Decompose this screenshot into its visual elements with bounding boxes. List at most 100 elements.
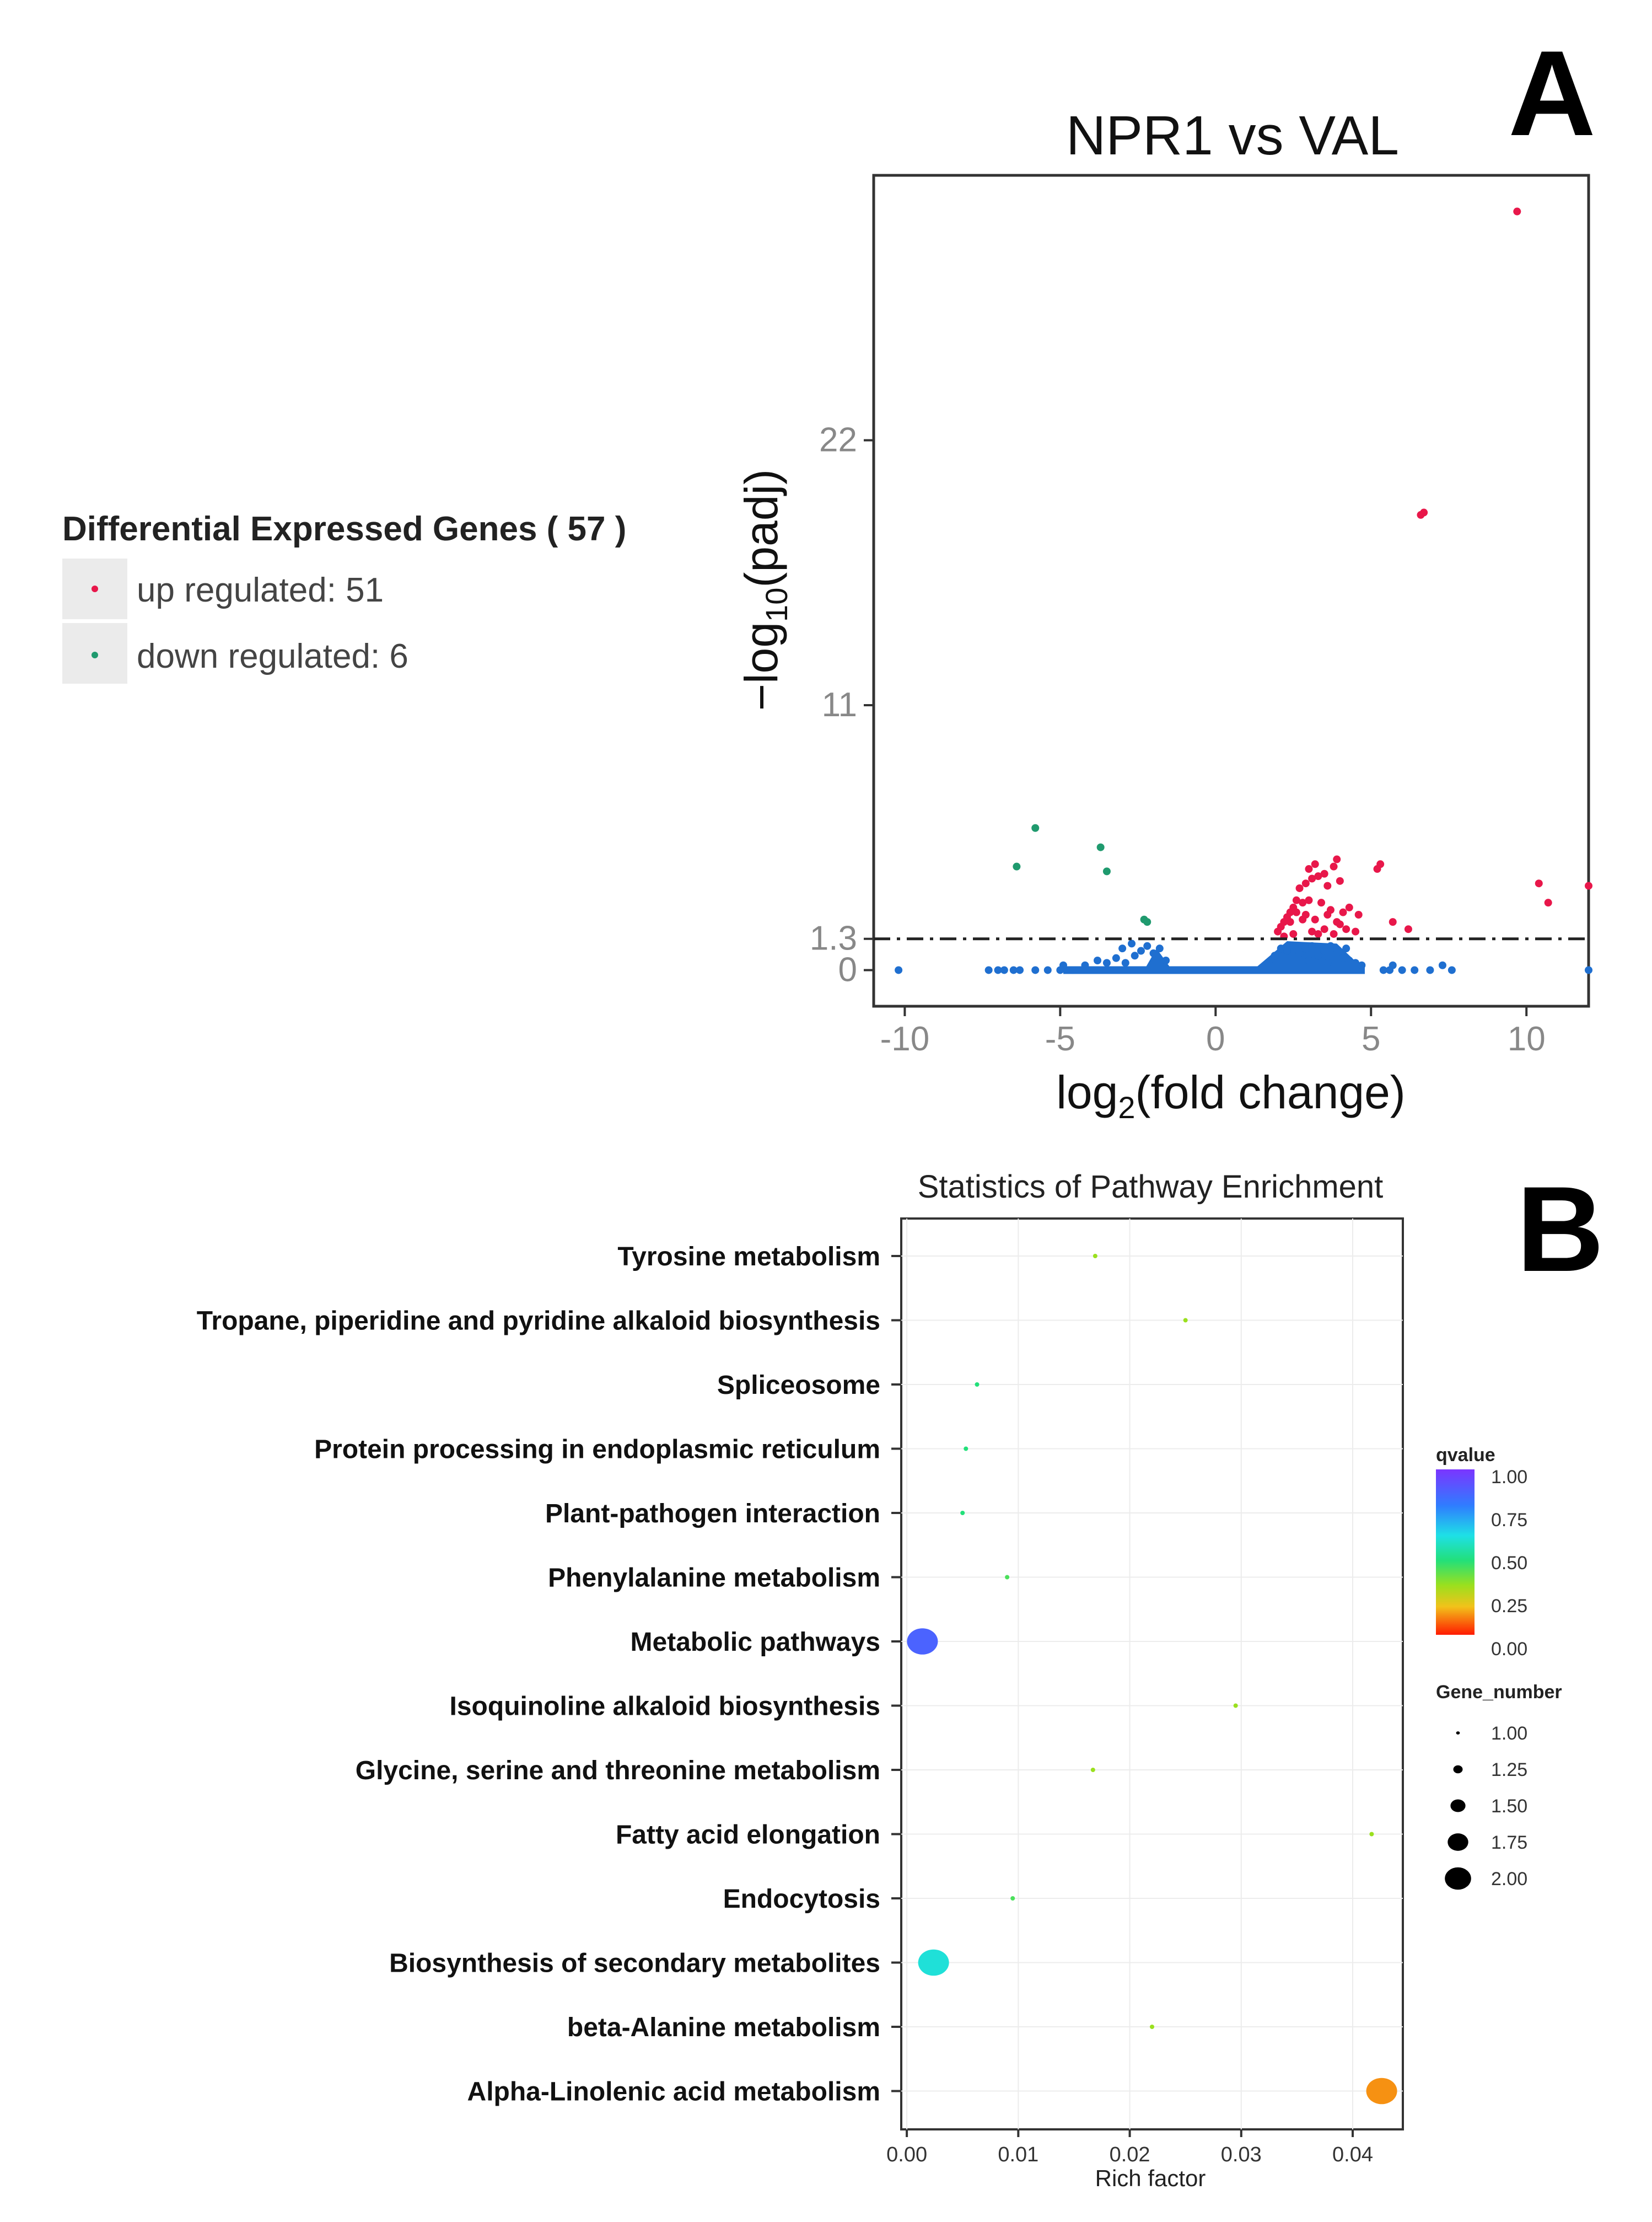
legend-dot-down: [92, 652, 98, 658]
enrichment-grid: [901, 1219, 1403, 2129]
volcano-point-not-significant: [1059, 961, 1067, 969]
volcano-point-up-regulated: [1320, 925, 1328, 933]
volcano-point-up-regulated: [1305, 865, 1313, 873]
volcano-point-up-regulated: [1323, 882, 1332, 890]
volcano-point-not-significant: [1068, 966, 1077, 974]
volcano-point-not-significant: [1386, 966, 1394, 974]
volcano-point-up-regulated: [1299, 899, 1307, 907]
volcano-point-up-regulated: [1308, 874, 1316, 883]
volcano-point-up-regulated: [1295, 884, 1304, 892]
volcano-point-not-significant: [1426, 966, 1434, 974]
enrichment-point: [1183, 1318, 1188, 1323]
threshold-label: 1.3: [810, 920, 857, 958]
volcano-point-not-significant: [1301, 944, 1310, 953]
volcano-point-down-regulated: [1013, 862, 1021, 871]
volcano-point-down-regulated: [1102, 867, 1111, 876]
volcano-ylabel: −log10(padj): [735, 469, 794, 711]
gene-number-label: 1.50: [1491, 1796, 1527, 1817]
volcano-point-up-regulated: [1317, 899, 1326, 907]
volcano-point-not-significant: [1128, 940, 1136, 948]
enrichment-point: [975, 1382, 980, 1387]
enrichment-point: [1366, 2078, 1397, 2105]
volcano-point-not-significant: [1585, 966, 1592, 974]
legend-label-up: up regulated: 51: [137, 571, 384, 609]
qvalue-legend-title: qvalue: [1436, 1445, 1495, 1466]
enrichment-category-label: Plant-pathogen interaction: [545, 1499, 880, 1528]
volcano-title: NPR1 vs VAL: [1066, 105, 1399, 167]
volcano-point-up-regulated: [1345, 903, 1353, 911]
volcano-point-not-significant: [1258, 964, 1266, 972]
enrichment-category-labels: Tyrosine metabolism Tropane, piperidine a…: [197, 1242, 901, 2107]
qvalue-tick-label: 0.50: [1491, 1553, 1527, 1574]
volcano-point-not-significant: [1339, 954, 1347, 962]
volcano-point-not-significant: [1000, 966, 1008, 974]
gene-number-legend-title: Gene_number: [1436, 1682, 1562, 1703]
volcano-point-up-regulated: [1404, 925, 1412, 933]
volcano-point-not-significant: [1271, 952, 1279, 960]
volcano-point-down-regulated: [1143, 918, 1151, 926]
volcano-point-not-significant: [1121, 959, 1129, 967]
gene-number-swatch: [1445, 1867, 1471, 1890]
qvalue-tick-label: 0.25: [1491, 1596, 1527, 1617]
enrichment-category-label: Tyrosine metabolism: [617, 1242, 880, 1271]
volcano-point-not-significant: [1283, 947, 1292, 955]
qvalue-tick-label: 0.75: [1491, 1510, 1527, 1531]
volcano-point-not-significant: [1081, 961, 1089, 969]
volcano-point-up-regulated: [1342, 925, 1350, 933]
enrichment-points: [907, 1254, 1397, 2105]
enrichment-category-label: Isoquinoline alkaloid biosynthesis: [450, 1692, 880, 1721]
volcano-point-up-regulated: [1544, 899, 1552, 907]
volcano-point-up-regulated: [1301, 879, 1310, 888]
deg-legend-title: Differential Expressed Genes ( 57 ): [62, 510, 626, 548]
enrichment-point: [1233, 1703, 1238, 1708]
volcano-point-up-regulated: [1292, 908, 1300, 916]
enrichment-point: [960, 1511, 965, 1515]
enrichment-xtick-label: 0.04: [1332, 2143, 1373, 2166]
enrichment-point: [1090, 1768, 1095, 1772]
enrichment-xtick-label: 0.00: [886, 2143, 927, 2166]
legend-dot-up: [92, 586, 98, 592]
gene-number-label: 1.75: [1491, 1832, 1527, 1853]
volcano-point-up-regulated: [1292, 896, 1300, 904]
volcano-point-not-significant: [984, 966, 993, 974]
enrichment-category-label: beta-Alanine metabolism: [567, 2013, 880, 2042]
volcano-point-not-significant: [1289, 942, 1298, 950]
volcano-point-up-regulated: [1323, 911, 1332, 919]
volcano-point-up-regulated: [1513, 207, 1521, 216]
volcano-point-not-significant: [1326, 942, 1334, 950]
enrichment-category-label: Tropane, piperidine and pyridine alkaloi…: [197, 1307, 880, 1336]
volcano-point-up-regulated: [1289, 930, 1298, 938]
volcano-point-not-significant: [1162, 957, 1170, 965]
enrichment-plot-area: [900, 1217, 1404, 2130]
volcano-point-not-significant: [1379, 966, 1387, 974]
enrichment-category-label: Biosynthesis of secondary metabolites: [389, 1949, 880, 1978]
volcano-point-not-significant: [1277, 944, 1285, 953]
volcano-axes: -10 -5 0 5 10 0 11 22: [819, 421, 1546, 1058]
volcano-point-up-regulated: [1373, 865, 1381, 873]
volcano-point-not-significant: [994, 966, 1002, 974]
panel-a-label: A: [1508, 25, 1596, 161]
volcano-point-not-significant: [1155, 944, 1164, 953]
gene-number-swatch: [1450, 1799, 1466, 1812]
volcano-point-up-regulated: [1352, 927, 1360, 936]
volcano-point-up-regulated: [1299, 915, 1307, 924]
enrichment-point: [964, 1446, 968, 1451]
enrichment-title: Statistics of Pathway Enrichment: [918, 1169, 1384, 1205]
volcano-point-not-significant: [1342, 944, 1350, 953]
volcano-point-not-significant: [1264, 959, 1273, 967]
volcano-point-up-regulated: [1330, 930, 1338, 938]
volcano-point-not-significant: [1323, 959, 1332, 967]
volcano-point-up-regulated: [1314, 872, 1322, 881]
volcano-point-not-significant: [895, 966, 903, 974]
volcano-point-not-significant: [1305, 957, 1313, 965]
gene-number-label: 2.00: [1491, 1869, 1527, 1890]
volcano-point-up-regulated: [1308, 927, 1316, 936]
enrichment-xtick-label: 0.01: [998, 2143, 1038, 2166]
enrichment-category-label: Metabolic pathways: [631, 1628, 880, 1657]
volcano-xlabel: log2(fold change): [1056, 1066, 1406, 1125]
enrichment-category-label: Alpha-Linolenic acid metabolism: [467, 2078, 880, 2107]
volcano-point-up-regulated: [1286, 918, 1294, 926]
enrichment-xtick-label: 0.02: [1110, 2143, 1150, 2166]
enrichment-category-label: Phenylalanine metabolism: [548, 1564, 880, 1593]
